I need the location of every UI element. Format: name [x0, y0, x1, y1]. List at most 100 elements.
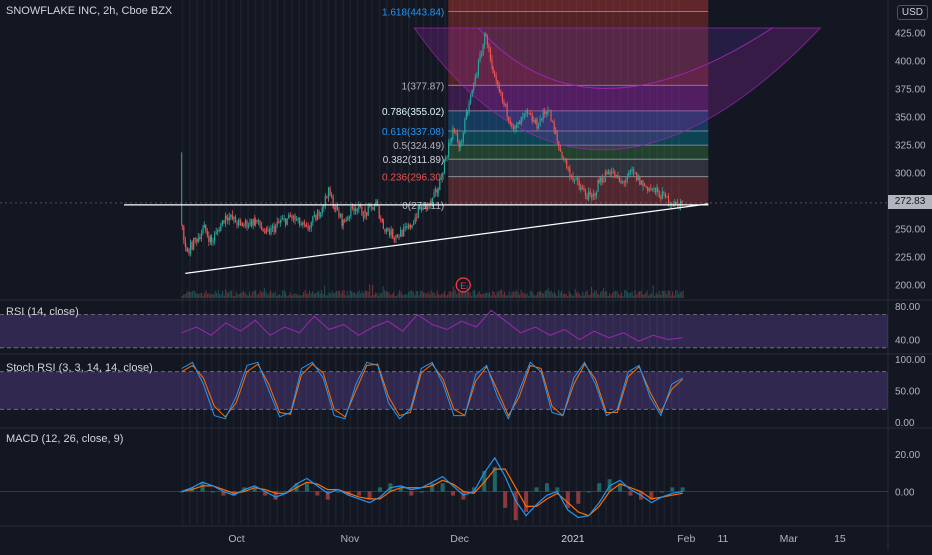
candle-body: [393, 239, 395, 241]
candle-body: [482, 44, 484, 56]
candle-body: [442, 174, 444, 179]
candle-body: [320, 213, 322, 217]
volume-bar: [556, 295, 558, 298]
stoch-k-line: [181, 361, 683, 420]
volume-bar: [181, 295, 183, 298]
session-stripe: [626, 0, 629, 525]
candle-body: [436, 189, 438, 193]
candle-body: [218, 230, 220, 232]
candle-body: [185, 246, 187, 252]
volume-bar: [513, 290, 515, 298]
volume-bar: [568, 291, 570, 298]
candle-body: [486, 36, 488, 45]
volume-bar: [405, 294, 407, 298]
candle-body: [485, 34, 487, 37]
macd-histogram-bar: [513, 491, 518, 521]
candle-body: [667, 196, 670, 205]
candle-body: [339, 213, 342, 217]
volume-bar: [187, 291, 189, 298]
candle-body: [208, 235, 210, 242]
volume-bar: [522, 293, 524, 298]
candle-body: [501, 93, 504, 101]
candle-body: [456, 133, 459, 142]
candle-body: [636, 172, 638, 181]
macd-pane-label[interactable]: MACD (12, 26, close, 9): [6, 433, 124, 445]
candle-body: [528, 112, 530, 114]
volume-bar: [564, 293, 566, 298]
candle-body: [241, 223, 243, 227]
volume-bar: [592, 292, 594, 298]
macd-histogram-bar: [430, 483, 435, 492]
candle-body: [296, 219, 298, 221]
candle-body: [606, 171, 608, 175]
volume-bar: [184, 294, 186, 298]
rsi-pane-label[interactable]: RSI (14, close): [6, 306, 79, 318]
volume-bar: [303, 292, 305, 298]
volume-bar: [588, 295, 590, 298]
candle-body: [372, 206, 374, 210]
fib-level-label: 0.5(324.49): [393, 141, 444, 152]
candle-body: [425, 203, 427, 209]
candle-body: [526, 110, 529, 113]
candle-body: [448, 142, 450, 157]
candle-body: [547, 110, 549, 113]
candle-body: [193, 238, 195, 250]
volume-bar: [234, 295, 236, 298]
session-stripe: [590, 0, 593, 525]
volume-bar: [525, 294, 527, 298]
candle-body: [489, 48, 492, 60]
macd-histogram-bar: [284, 491, 289, 493]
candle-body: [228, 216, 230, 221]
volume-bar: [628, 293, 630, 298]
volume-bar: [319, 293, 321, 298]
candle-body: [629, 170, 631, 172]
session-stripe: [561, 0, 563, 525]
candle-body: [361, 206, 363, 216]
chart-title: SNOWFLAKE INC, 2h, Cboe BZX: [6, 5, 173, 17]
volume-bar: [346, 291, 348, 298]
price-tick-label: 300.00: [895, 169, 926, 180]
candle-body: [615, 175, 617, 178]
volume-bar: [528, 295, 530, 298]
candle-body: [522, 116, 524, 118]
candle-body: [329, 187, 331, 196]
macd-histogram-bar: [451, 491, 456, 496]
candle-body: [264, 231, 266, 233]
ascending-trendline: [185, 203, 709, 274]
macd-histogram-bar: [649, 491, 654, 500]
volume-bar: [537, 292, 539, 298]
macd-histogram-bar: [409, 491, 414, 496]
volume-bar: [315, 293, 317, 298]
volume-bar: [259, 290, 261, 298]
volume-bar: [454, 290, 456, 298]
candle-body: [664, 192, 667, 198]
volume-bar: [669, 290, 671, 298]
macd-tick-label: 20.00: [895, 450, 920, 461]
volume-bar: [196, 293, 198, 298]
volume-bar: [279, 294, 281, 298]
volume-bar: [277, 294, 279, 298]
volume-bar: [637, 291, 639, 298]
session-stripe: [371, 0, 374, 525]
candle-body: [594, 193, 596, 197]
volume-bar: [676, 290, 678, 298]
candle-body: [387, 228, 389, 232]
volume-bar: [313, 293, 315, 298]
candle-body: [236, 222, 238, 226]
candle-body: [620, 181, 622, 183]
currency-button[interactable]: USD: [896, 5, 928, 20]
candle-body: [315, 214, 317, 221]
candle-body: [350, 206, 352, 217]
candle-body: [562, 158, 565, 160]
candle-body: [373, 206, 376, 210]
stoch-rsi-pane-label[interactable]: Stoch RSI (3, 3, 14, 14, close): [6, 362, 153, 374]
volume-bar: [678, 294, 680, 298]
volume-bar: [195, 292, 197, 298]
candle-body: [347, 217, 349, 221]
candle-body: [666, 196, 668, 198]
session-stripe: [546, 0, 549, 525]
candle-body: [191, 242, 193, 250]
volume-bar: [504, 291, 506, 298]
